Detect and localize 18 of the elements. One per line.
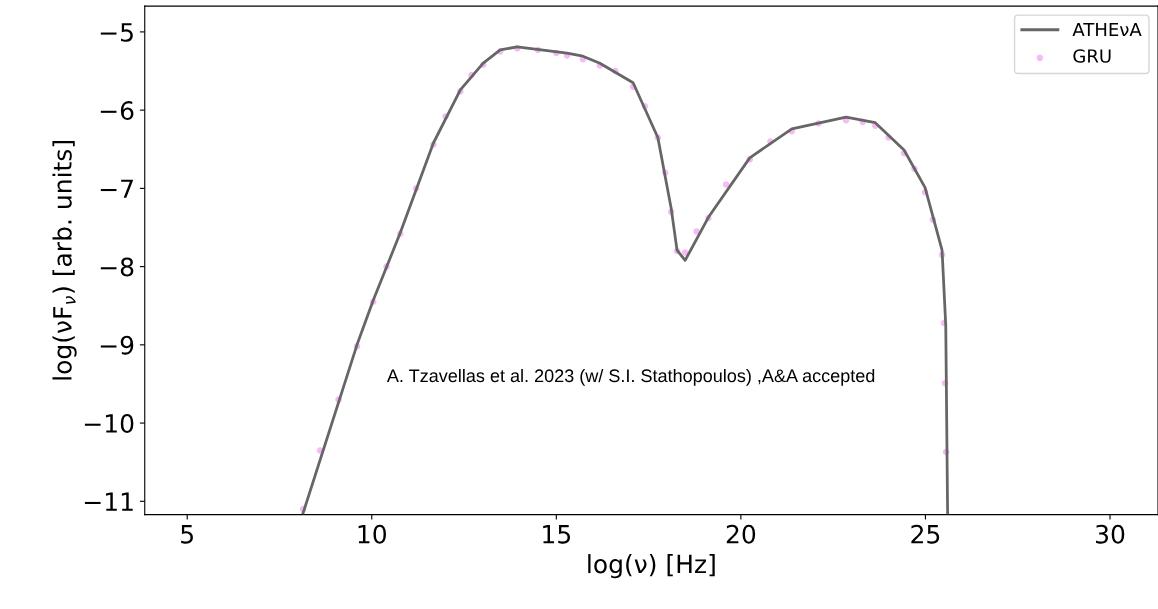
y-tick-label: −8 — [100, 257, 134, 277]
x-tick-label: 20 — [726, 524, 756, 544]
x-tick-label: 25 — [911, 524, 940, 544]
y-tick-label: −7 — [100, 179, 133, 198]
y-tick-label: −5 — [100, 23, 133, 42]
legend-label: GRU — [1073, 49, 1111, 63]
x-tick-label: 5 — [181, 525, 193, 544]
x-axis-title: log(ν) [Hz] — [588, 554, 715, 579]
y-axis-title: log(νF$_{ν}$) [arb. units] — [52, 141, 77, 380]
x-tick-label: 30 — [1096, 524, 1125, 544]
x-tick-label: 10 — [358, 524, 387, 544]
legend-label: ATHEνA — [1072, 22, 1142, 37]
y-tick-label: −10 — [84, 414, 134, 433]
annotation: A. Tzavellas et al. 2023 (w/ S.I. Stathopoulos) ,A&A accepted — [386, 368, 875, 386]
x-tick-label: 15 — [543, 525, 571, 544]
y-tick-label: −9 — [100, 335, 134, 355]
y-tick-label: −6 — [100, 101, 134, 120]
y-tick-label: −11 — [84, 492, 133, 511]
